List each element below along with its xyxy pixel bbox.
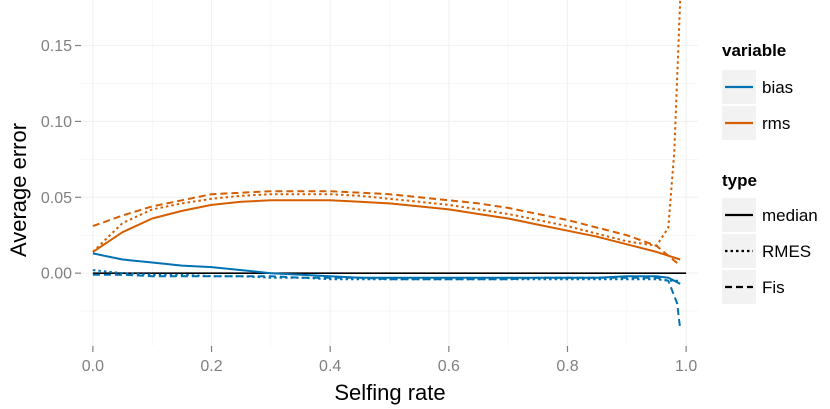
legend-title-type: type [722,171,757,190]
x-tick-label: 0.8 [556,358,578,375]
x-tick-label: 0.2 [200,358,222,375]
y-tick-label: 0.10 [41,114,72,131]
legend-key-background [722,234,756,268]
legend-item-bias: bias [722,70,793,104]
x-tick-label: 0.0 [82,358,104,375]
legend-label: rms [762,114,790,133]
x-tick-label: 0.6 [438,358,460,375]
legend-label: median [762,206,818,225]
legend-label: RMES [762,242,811,261]
legend-item-rmes: RMES [722,234,811,268]
y-tick-label: 0.05 [41,190,72,207]
x-tick-label: 1.0 [675,358,697,375]
legend-label: bias [762,78,793,97]
x-axis-title: Selfing rate [334,380,445,405]
series-lines [92,0,687,330]
series-line-bias-rmes [92,269,681,282]
series-line-bias-fis [92,273,682,330]
series-line-rms-median [92,199,681,261]
legend-title-variable: variable [722,41,786,60]
series-line-rms-rmes [92,0,682,253]
axis-ticks: 0.0 0.2 0.4 0.6 0.8 1.0 0.00 0.05 0.10 0.15 [41,38,697,375]
y-tick-label: 0.15 [41,38,72,55]
legend-item-rms: rms [722,106,790,140]
legend-label: Fis [762,278,785,297]
x-tick-label: 0.4 [319,358,341,375]
series-line-rms-fis [92,190,681,267]
y-tick-label: 0.00 [41,266,72,283]
y-axis-title: Average error [6,123,31,257]
legend: variable type bias rms median RMES Fis [722,41,818,304]
legend-item-median: median [722,198,818,232]
legend-item-fis: Fis [722,270,785,304]
